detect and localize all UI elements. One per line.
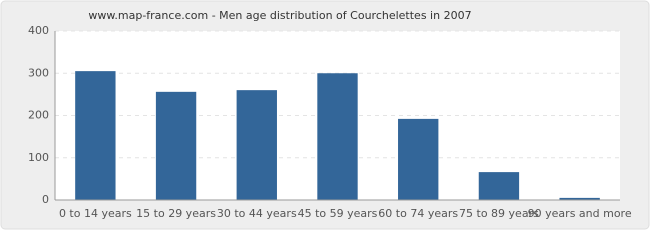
x-tick-label: 75 to 89 years [459,207,539,220]
y-tick-label: 400 [28,24,49,37]
x-tick-label: 60 to 74 years [378,207,458,220]
x-tick-label: 30 to 44 years [217,207,297,220]
bar [478,172,520,200]
bar [75,71,116,200]
x-tick-label: 90 years and more [528,207,632,220]
chart-title: www.map-france.com - Men age distributio… [88,9,471,22]
bar [398,118,439,200]
y-tick-label: 0 [42,193,49,206]
chart: www.map-france.com - Men age distributio… [0,0,650,230]
y-tick-label: 200 [28,109,49,122]
bar [559,197,600,200]
bar [317,73,358,200]
bar [155,91,197,200]
x-tick-label: 45 to 59 years [298,207,378,220]
x-tick-label: 0 to 14 years [59,207,132,220]
bar [236,90,277,200]
y-tick-label: 100 [28,151,49,164]
x-tick-label: 15 to 29 years [136,207,216,220]
y-tick-label: 300 [28,66,49,79]
